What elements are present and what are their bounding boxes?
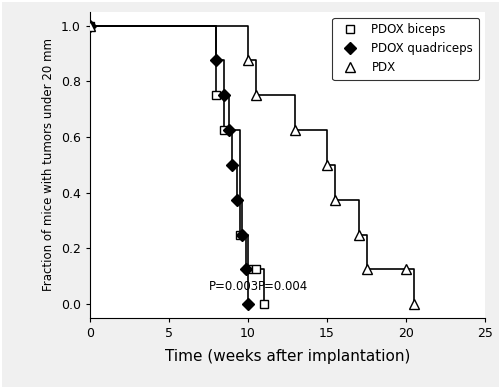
PDOX biceps — [214, 93, 220, 97]
PDOX biceps — [222, 128, 228, 132]
PDOX quadriceps — [229, 163, 235, 167]
Text: P=0.003: P=0.003 — [208, 280, 258, 293]
PDOX quadriceps — [214, 58, 220, 63]
PDX — [253, 93, 259, 97]
Line: PDX: PDX — [85, 21, 419, 309]
PDOX quadriceps — [234, 197, 240, 202]
PDX — [403, 267, 409, 272]
Y-axis label: Fraction of mice with tumors under 20 mm: Fraction of mice with tumors under 20 mm — [42, 38, 56, 291]
Line: PDOX biceps: PDOX biceps — [86, 21, 268, 308]
PDX — [324, 163, 330, 167]
PDX — [356, 232, 362, 237]
PDOX quadriceps — [226, 128, 232, 132]
PDX — [245, 58, 251, 63]
PDOX quadriceps — [222, 93, 228, 97]
Line: PDOX quadriceps: PDOX quadriceps — [86, 21, 252, 308]
PDX — [364, 267, 370, 272]
PDOX quadriceps — [238, 232, 244, 237]
Text: P=0.004: P=0.004 — [258, 280, 308, 293]
PDOX quadriceps — [245, 302, 251, 307]
PDOX quadriceps — [87, 23, 93, 28]
PDOX biceps — [253, 267, 259, 272]
Legend: PDOX biceps, PDOX quadriceps, PDX: PDOX biceps, PDOX quadriceps, PDX — [332, 17, 479, 80]
PDOX biceps — [261, 302, 267, 307]
X-axis label: Time (weeks after implantation): Time (weeks after implantation) — [165, 348, 410, 364]
PDOX quadriceps — [244, 267, 250, 272]
PDX — [411, 302, 417, 307]
PDX — [292, 128, 298, 132]
PDX — [87, 23, 93, 28]
PDX — [332, 197, 338, 202]
PDOX biceps — [237, 232, 243, 237]
PDOX biceps — [245, 267, 251, 272]
PDOX biceps — [87, 23, 93, 28]
